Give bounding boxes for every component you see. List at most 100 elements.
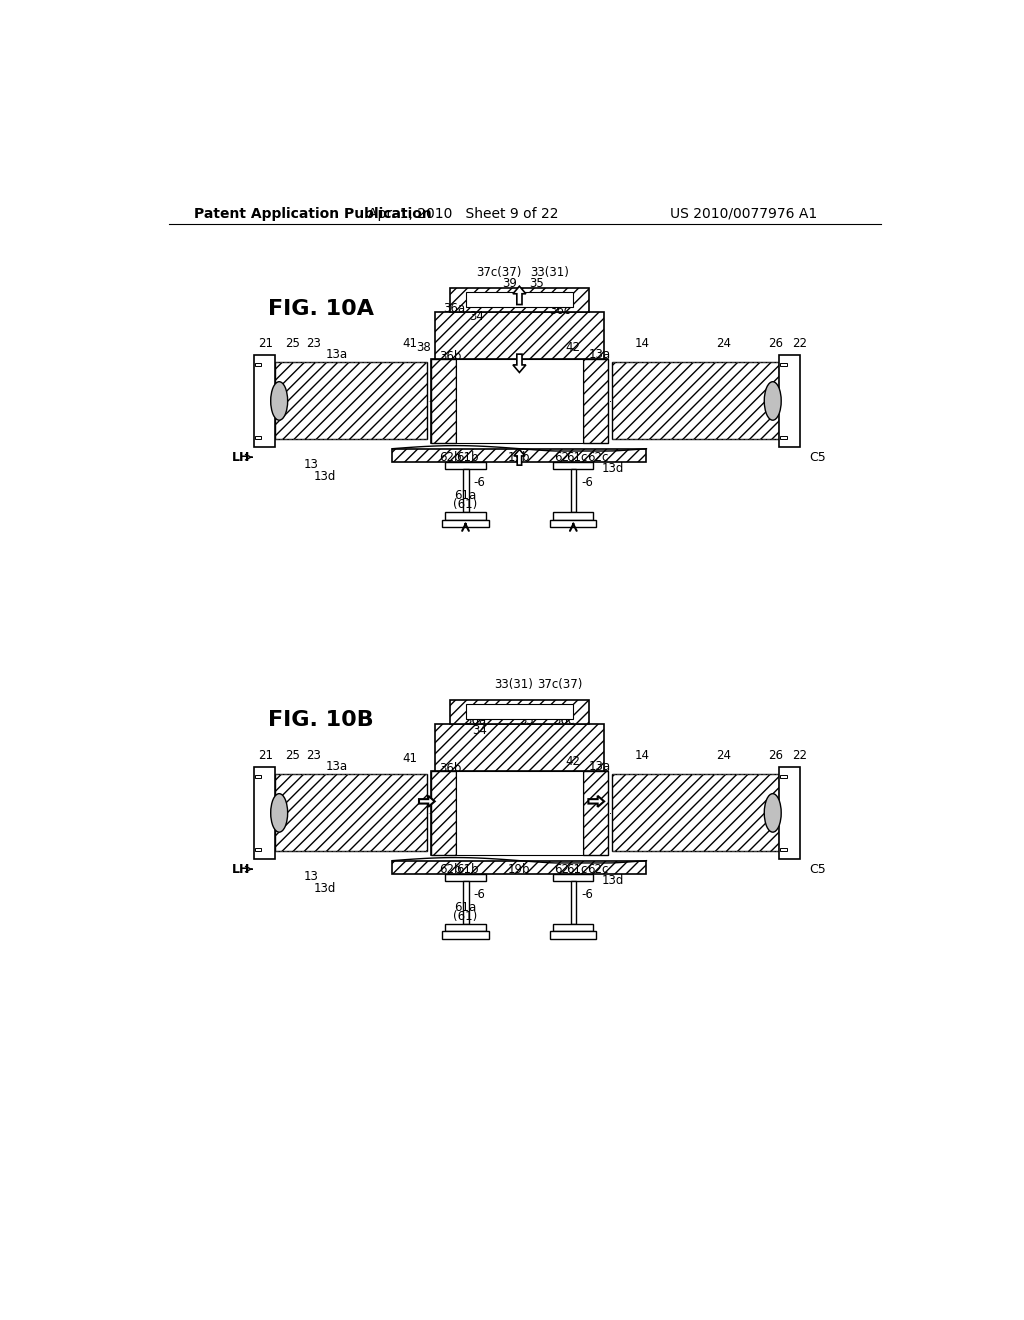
Bar	[445, 874, 485, 882]
Bar	[553, 874, 593, 882]
Text: 35: 35	[529, 277, 544, 290]
Bar	[553, 462, 593, 470]
Bar	[431, 359, 608, 444]
Text: 62: 62	[554, 450, 569, 463]
Polygon shape	[513, 354, 526, 372]
Text: 62c: 62c	[587, 862, 608, 875]
Text: 13d: 13d	[313, 882, 336, 895]
Bar	[451, 700, 589, 725]
Bar	[553, 924, 593, 932]
Text: 41: 41	[402, 337, 418, 350]
Text: 41: 41	[402, 752, 418, 766]
Text: 61a: 61a	[455, 490, 476, 502]
Polygon shape	[589, 796, 604, 807]
Text: 13a: 13a	[589, 348, 610, 362]
Text: 38: 38	[416, 342, 430, 354]
Text: 42: 42	[566, 755, 581, 768]
Bar	[255, 775, 261, 779]
Text: 21: 21	[258, 337, 272, 350]
Bar	[780, 847, 786, 850]
Bar	[392, 862, 646, 874]
Text: 61a: 61a	[455, 902, 476, 915]
Text: -6: -6	[473, 477, 485, 490]
Text: 34: 34	[472, 723, 486, 737]
Bar	[431, 359, 456, 444]
Text: 37c(37): 37c(37)	[476, 265, 521, 279]
Text: FIG. 10B: FIG. 10B	[267, 710, 374, 730]
Polygon shape	[514, 449, 525, 465]
Bar	[779, 767, 801, 859]
Text: 14: 14	[635, 337, 650, 350]
Bar	[456, 359, 584, 444]
Bar	[445, 462, 485, 470]
Text: 36c: 36c	[553, 714, 574, 727]
Bar	[780, 436, 786, 438]
Bar	[451, 288, 589, 313]
Text: 26: 26	[768, 748, 783, 762]
Bar	[255, 363, 261, 367]
Text: 25: 25	[285, 748, 300, 762]
Text: FIG. 10A: FIG. 10A	[267, 298, 374, 318]
Text: 19b: 19b	[508, 450, 530, 463]
Bar	[275, 363, 427, 440]
Bar	[445, 924, 485, 932]
Bar	[466, 292, 573, 308]
Text: 39: 39	[539, 709, 554, 722]
Text: 13d: 13d	[602, 874, 625, 887]
Bar	[442, 932, 488, 940]
Bar	[780, 775, 786, 779]
Text: 61c: 61c	[566, 862, 588, 875]
Text: Patent Application Publication: Patent Application Publication	[194, 207, 431, 220]
Text: 13a: 13a	[326, 760, 348, 774]
Text: 35: 35	[519, 714, 534, 727]
Bar	[571, 882, 577, 924]
Text: 21: 21	[258, 748, 272, 762]
Bar	[255, 436, 261, 438]
Bar	[611, 363, 779, 440]
Text: 38: 38	[493, 710, 508, 723]
Text: 23: 23	[306, 748, 322, 762]
Text: 61c: 61c	[566, 450, 588, 463]
Bar	[254, 355, 275, 447]
Bar	[392, 450, 646, 462]
Text: 24: 24	[716, 748, 731, 762]
Bar	[442, 520, 488, 527]
Text: 36a: 36a	[464, 714, 485, 727]
Text: 36a: 36a	[443, 302, 465, 315]
Bar	[553, 512, 593, 520]
Text: 36b: 36b	[439, 762, 461, 775]
Text: 34: 34	[469, 310, 483, 323]
Text: 22: 22	[793, 748, 807, 762]
Bar	[456, 771, 584, 855]
Text: -6: -6	[473, 888, 485, 902]
Text: 36c: 36c	[549, 305, 570, 317]
Text: 23: 23	[306, 337, 322, 350]
Ellipse shape	[764, 381, 781, 420]
Text: Apr. 1, 2010   Sheet 9 of 22: Apr. 1, 2010 Sheet 9 of 22	[368, 207, 558, 220]
Text: 22: 22	[793, 337, 807, 350]
Bar	[780, 363, 786, 367]
Text: -6: -6	[581, 477, 593, 490]
Text: 62b: 62b	[439, 450, 462, 463]
Text: LH: LH	[231, 862, 250, 875]
Text: (61): (61)	[454, 499, 477, 511]
Text: (61): (61)	[454, 911, 477, 924]
Bar	[445, 512, 485, 520]
Bar	[275, 775, 427, 851]
Text: -6: -6	[581, 888, 593, 902]
Text: 36b: 36b	[439, 350, 461, 363]
Bar	[435, 725, 604, 771]
Bar	[779, 355, 801, 447]
Bar	[466, 704, 573, 719]
Bar	[584, 771, 608, 855]
Text: 37c(37): 37c(37)	[537, 677, 582, 690]
Bar	[571, 470, 577, 512]
Bar	[254, 767, 275, 859]
Bar	[463, 882, 469, 924]
Bar	[611, 775, 779, 851]
Text: LH: LH	[231, 450, 250, 463]
Text: 13a: 13a	[326, 348, 348, 362]
Text: 33(31): 33(31)	[494, 677, 532, 690]
Text: 61b: 61b	[456, 450, 478, 463]
Text: 25: 25	[285, 337, 300, 350]
